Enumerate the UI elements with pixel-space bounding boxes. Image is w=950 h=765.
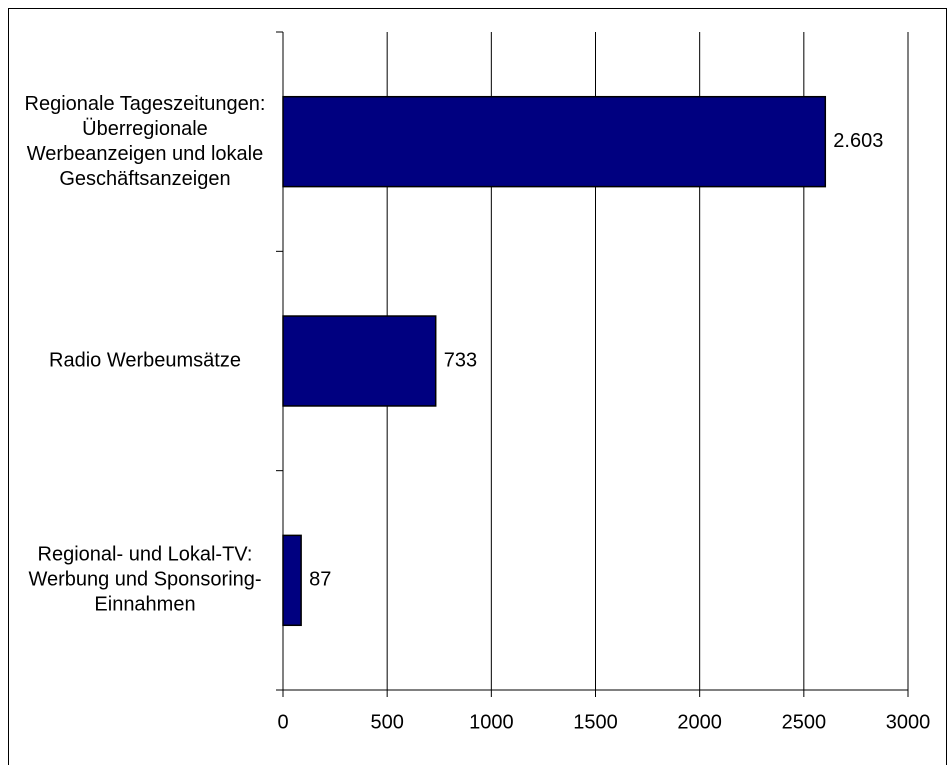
value-label: 2.603: [833, 130, 883, 152]
x-tick-label: 0: [277, 711, 288, 733]
x-tick-label: 1000: [469, 711, 514, 733]
x-tick-label: 2000: [677, 711, 722, 733]
x-tick-label: 500: [370, 711, 403, 733]
y-tick-label: Radio Werbeumsätze: [49, 349, 241, 372]
bar: [282, 315, 437, 407]
bar: [282, 95, 827, 188]
value-label: 87: [309, 569, 331, 591]
x-tick-label: 2500: [782, 711, 827, 733]
bar: [282, 534, 302, 627]
chart-frame: [8, 8, 947, 765]
y-tick-label: Regional- und Lokal-TV: Werbung und Spon…: [28, 543, 262, 616]
x-tick-label: 1500: [573, 711, 618, 733]
y-tick-label: Regionale Tageszeitungen: Überregionale …: [24, 92, 266, 190]
x-tick-label: 3000: [886, 711, 931, 733]
value-label: 733: [444, 349, 477, 371]
